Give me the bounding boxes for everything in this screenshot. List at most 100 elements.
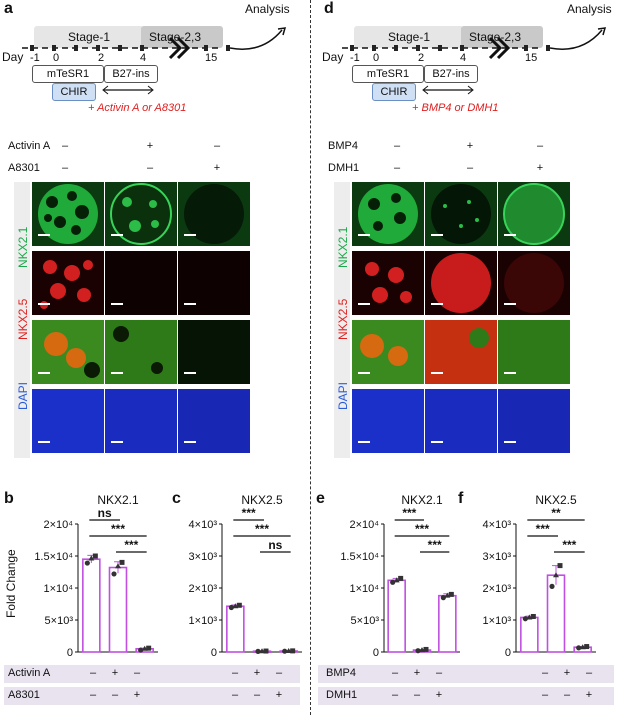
- y-tick-label: 1×10³: [189, 615, 218, 627]
- scale-bar: [504, 303, 516, 305]
- cond-val: –: [89, 667, 97, 679]
- data-point: [549, 583, 555, 589]
- tick-0: 0: [53, 52, 60, 64]
- scale-bar: [38, 234, 50, 236]
- row-label-nkx21: NKX2.1: [16, 226, 30, 268]
- micrograph-nkx21-3: [498, 182, 570, 246]
- y-tick-label: 0: [505, 647, 511, 659]
- row-label-nkx21: NKX2.1: [336, 226, 350, 268]
- data-point: [236, 602, 242, 608]
- data-point: [285, 648, 292, 654]
- cond-val: +: [585, 689, 593, 701]
- significance-label: ns: [268, 538, 282, 552]
- data-point: [115, 563, 121, 569]
- scale-bar: [431, 234, 443, 236]
- condition-row-dmh1: [318, 687, 614, 705]
- chart-c: NKX2.5 0 1×10³ 2×10³ 3×10³ 4×10³ *** *** ns: [189, 493, 302, 659]
- cond-val: –: [231, 689, 239, 701]
- scale-bar: [111, 441, 123, 443]
- micrograph-dapi-1: [32, 389, 104, 453]
- cond-val: –: [563, 689, 571, 701]
- significance-label: ***: [415, 522, 429, 536]
- cond-val: –: [536, 140, 544, 152]
- cond-val: –: [391, 689, 399, 701]
- data-point: [290, 648, 296, 654]
- scale-bar: [38, 372, 50, 374]
- significance-label: **: [551, 506, 561, 520]
- significance-label: ***: [536, 522, 550, 536]
- condition-row-bmp4: [318, 665, 614, 683]
- day-label: Day: [322, 50, 344, 64]
- timeline-axis: [22, 27, 287, 60]
- cond-val: +: [111, 667, 119, 679]
- row-label-nkx25: NKX2.5: [16, 298, 30, 340]
- micrograph-nkx25-2: [425, 251, 497, 315]
- data-point: [263, 648, 269, 654]
- y-tick-label: 1×10⁴: [349, 583, 379, 595]
- cond-val: +: [563, 667, 571, 679]
- row-label-nkx25: NKX2.5: [336, 298, 350, 340]
- micrograph-nkx21-2: [105, 182, 177, 246]
- y-tick-label: 0: [373, 647, 379, 659]
- cond-val: –: [231, 667, 239, 679]
- row-label-dapi: DAPI: [16, 381, 30, 410]
- y-tick-label: 1.5×10⁴: [34, 551, 73, 563]
- data-point: [146, 645, 152, 651]
- data-point: [522, 616, 528, 622]
- micrograph-merge-1: [352, 320, 424, 384]
- panel-divider: [310, 0, 311, 715]
- y-tick-label: 1.5×10⁴: [340, 551, 379, 563]
- treatment-left: + Activin A or A8301: [88, 102, 187, 114]
- micrograph-merge-3: [498, 320, 570, 384]
- data-point: [557, 563, 563, 569]
- condition-row-activin: [4, 665, 300, 683]
- data-point: [141, 645, 148, 651]
- tick-neg1: -1: [350, 52, 360, 64]
- stage1-label: Stage-1: [68, 30, 111, 44]
- cond-val: –: [541, 667, 549, 679]
- y-axis-title: Fold Change: [4, 549, 18, 618]
- significance-label: ***: [402, 506, 416, 520]
- data-point: [119, 559, 125, 565]
- tick-2: 2: [98, 52, 105, 64]
- scale-bar: [111, 234, 123, 236]
- stage1-box: [354, 26, 464, 48]
- micrograph-nkx25-1: [352, 251, 424, 315]
- cond-val: +: [146, 140, 154, 152]
- scale-bar: [184, 234, 196, 236]
- significance-label: ***: [428, 538, 442, 552]
- micrograph-dapi-1: [352, 389, 424, 453]
- cond-val: –: [435, 667, 443, 679]
- b27-box: B27-ins: [104, 65, 158, 83]
- y-tick-label: 5×10³: [45, 615, 74, 627]
- micrograph-nkx21-2: [425, 182, 497, 246]
- y-tick-label: 2×10³: [189, 583, 218, 595]
- cond-label-a8301: A8301: [8, 162, 40, 174]
- stage23-label: Stage-2,3: [469, 30, 522, 44]
- data-point: [111, 571, 117, 577]
- data-point: [448, 591, 454, 597]
- y-tick-label: 0: [67, 647, 73, 659]
- significance-label: ***: [562, 538, 576, 552]
- panel-label-f: f: [458, 490, 464, 507]
- y-tick-label: 3×10³: [189, 551, 218, 563]
- panel-label-d: d: [324, 0, 334, 17]
- stage23-box: [461, 26, 543, 48]
- data-point: [282, 648, 288, 654]
- significance-label: ns: [98, 506, 112, 520]
- row-label-strip-right: [334, 182, 350, 458]
- tick-4: 4: [460, 52, 467, 64]
- row-label-dapi: DAPI: [336, 381, 350, 410]
- scale-bar: [184, 303, 196, 305]
- chart-title: NKX2.1: [97, 493, 139, 507]
- data-point: [92, 553, 98, 559]
- cond-val: –: [61, 162, 69, 174]
- scale-bar: [358, 441, 370, 443]
- scale-bar: [184, 441, 196, 443]
- bottom-label-activin: Activin A: [8, 667, 51, 679]
- micrograph-merge-2: [105, 320, 177, 384]
- scale-bar: [504, 234, 516, 236]
- panel-label-b: b: [4, 490, 14, 507]
- cond-val: –: [393, 140, 401, 152]
- y-tick-label: 2×10⁴: [43, 519, 73, 531]
